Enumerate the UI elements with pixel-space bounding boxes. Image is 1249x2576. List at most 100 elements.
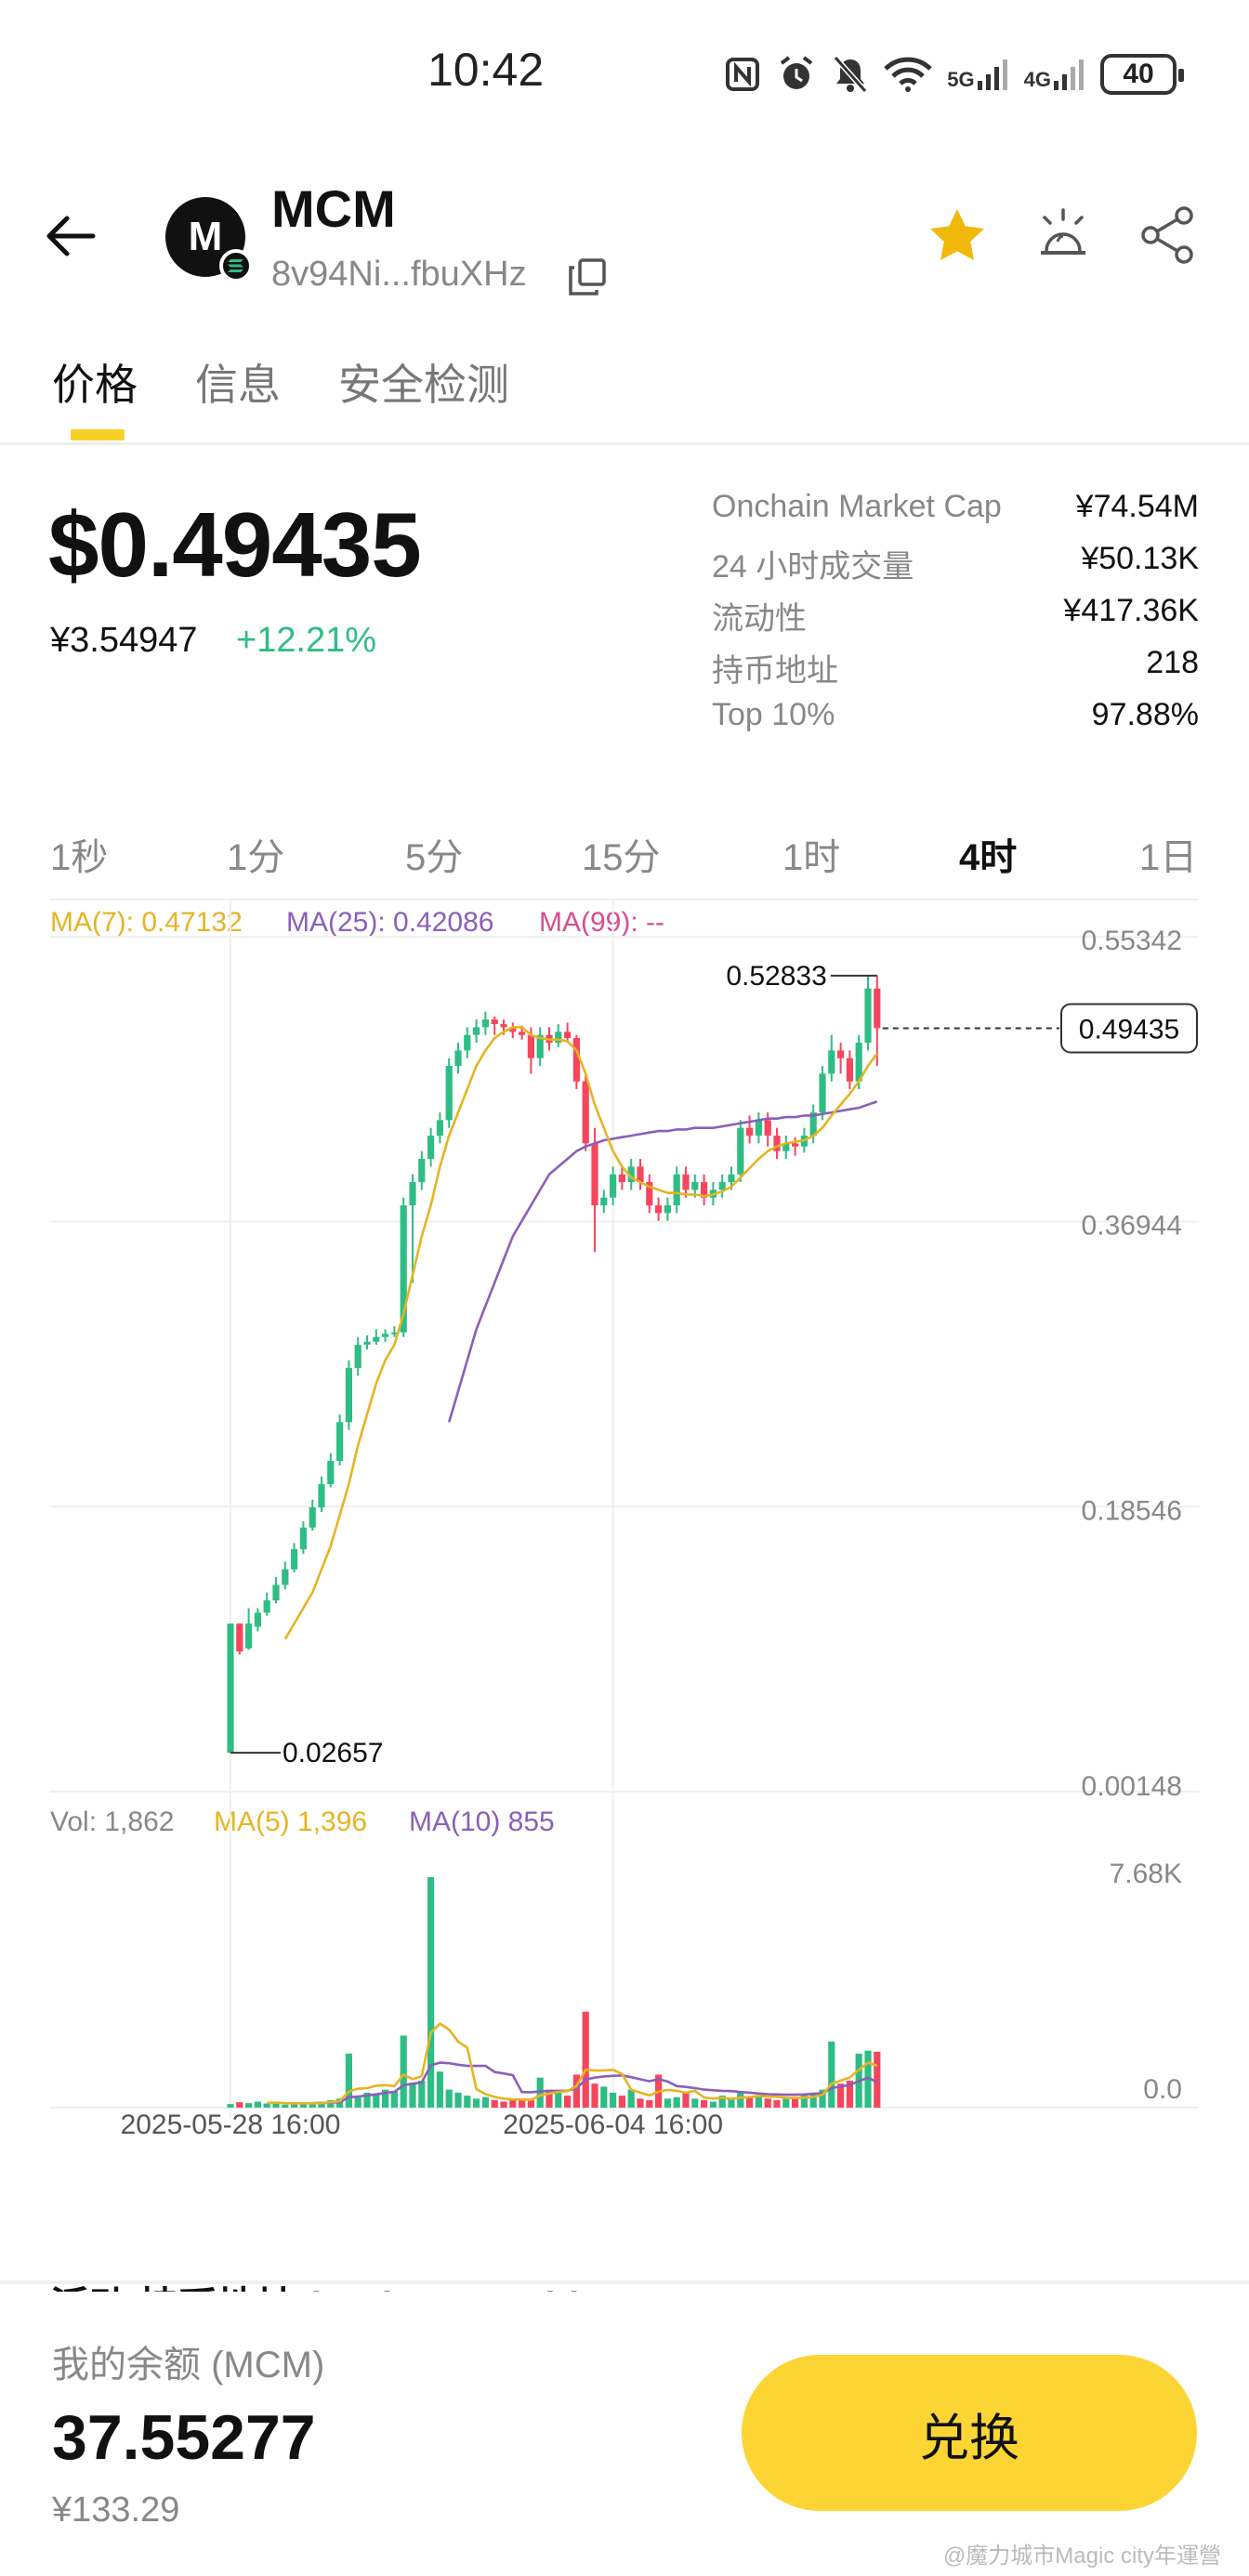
balance-value: 37.55277 [52,2402,316,2473]
volume-bar [445,2089,453,2108]
volume-bar [272,2102,280,2108]
volume-bar [718,2096,726,2108]
volume-bar [627,2089,635,2108]
volume-bar [318,2101,325,2108]
candle [764,1120,771,1137]
candle [536,1034,544,1058]
tab-security-check[interactable]: 安全检测 [338,361,509,409]
candle [691,1182,699,1190]
candle [263,1600,270,1613]
stat-label-top10: Top 10% [712,697,835,732]
signal-bars-icon [1054,59,1084,90]
nfc-icon [726,58,760,91]
current-price-label: 0.49435 [1079,1014,1179,1045]
current-price-box [1060,1003,1198,1054]
volume-bar [874,2051,881,2108]
volume-bar [299,2102,307,2108]
interval-4h[interactable]: 4时 [959,837,1018,878]
volume-bar [263,2103,270,2108]
candle [318,1484,325,1508]
candle [409,1182,416,1206]
candle [618,1174,625,1183]
volume-bar [390,2091,398,2108]
tab-price[interactable]: 价格 [52,361,138,409]
volume-bar [819,2089,826,2108]
price-alert-icon[interactable] [1033,204,1093,264]
tab-info[interactable]: 信息 [195,361,281,409]
interval-5m[interactable]: 5分 [405,837,464,878]
interval-15m[interactable]: 15分 [582,837,661,878]
candle [509,1027,517,1032]
volume-bar [363,2092,371,2108]
candle [236,1623,243,1652]
interval-1d[interactable]: 1日 [1139,837,1198,878]
candle [792,1143,799,1147]
volume-bar [519,2098,526,2108]
volume-bar [454,2092,462,2108]
back-arrow-icon[interactable] [41,206,100,266]
volume-bar [682,2092,690,2108]
volume-bar [864,2050,872,2108]
volume-bar [436,2071,443,2108]
candle [855,1043,862,1082]
candle [363,1341,371,1346]
y-tick-label: 0.55342 [1082,926,1182,956]
candlestick-chart[interactable]: 0.55342 0.36944 0.18546 0.00148 0.52833 0.026… [0,892,1249,2165]
volume-bar [327,2099,335,2108]
signal-5g: 5G [947,59,1008,90]
token-address: 8v94Ni...fbuXHz [271,255,527,294]
candle [354,1345,362,1369]
interval-1s[interactable]: 1秒 [50,837,109,878]
interval-1m[interactable]: 1分 [227,837,285,878]
volume-bar [800,2096,808,2108]
star-icon[interactable] [926,204,989,268]
candle [382,1334,389,1337]
volume-bar [618,2096,625,2108]
volume-bar [309,2103,316,2108]
candle [245,1623,253,1649]
volume-bar [236,2102,243,2108]
volume-bar [582,2011,589,2108]
interval-1h[interactable]: 1时 [782,837,841,878]
candle [718,1182,726,1190]
swap-button[interactable]: 兑换 [742,2355,1197,2511]
candle [809,1112,817,1137]
bottom-panel-divider [0,2280,1249,2284]
volume-bar [664,2098,671,2108]
status-icons: 5G 4G 40 [724,48,1184,100]
volume-bar [473,2098,480,2108]
volume-bar [837,2083,845,2108]
volume-bar [509,2098,517,2108]
volume-bar [464,2096,471,2108]
candle [336,1422,344,1462]
candle [373,1336,380,1342]
ma99-legend: MA(99): -- [539,907,664,938]
candle [436,1120,443,1137]
volume-bar [227,2104,234,2108]
candle [746,1127,754,1137]
tab-active-underline [71,429,125,440]
high-price-label: 0.52833 [726,961,826,992]
ma7-line [283,1026,878,1640]
candle [646,1182,653,1206]
volume-bar [755,2096,762,2108]
vol-ma5-line [267,2021,878,2105]
stat-label-holders: 持币地址 [712,653,838,689]
stat-value-24h-volume: ¥50.13K [1081,541,1199,576]
candle [828,1050,835,1074]
vol-ma10-legend: MA(10) 855 [409,1807,555,1837]
share-icon[interactable] [1137,204,1199,266]
volume-bar [691,2098,699,2108]
wifi-icon [884,57,933,92]
candle [418,1159,426,1183]
volume-bar [373,2094,380,2108]
candle [464,1034,471,1051]
volume-bar [546,2089,553,2108]
copy-icon[interactable] [567,256,608,297]
candle [664,1205,671,1214]
candle [400,1205,407,1333]
volume-bar [382,2089,389,2108]
candle [773,1136,781,1151]
volume-bar [481,2096,489,2108]
volume-bar [572,2074,580,2108]
